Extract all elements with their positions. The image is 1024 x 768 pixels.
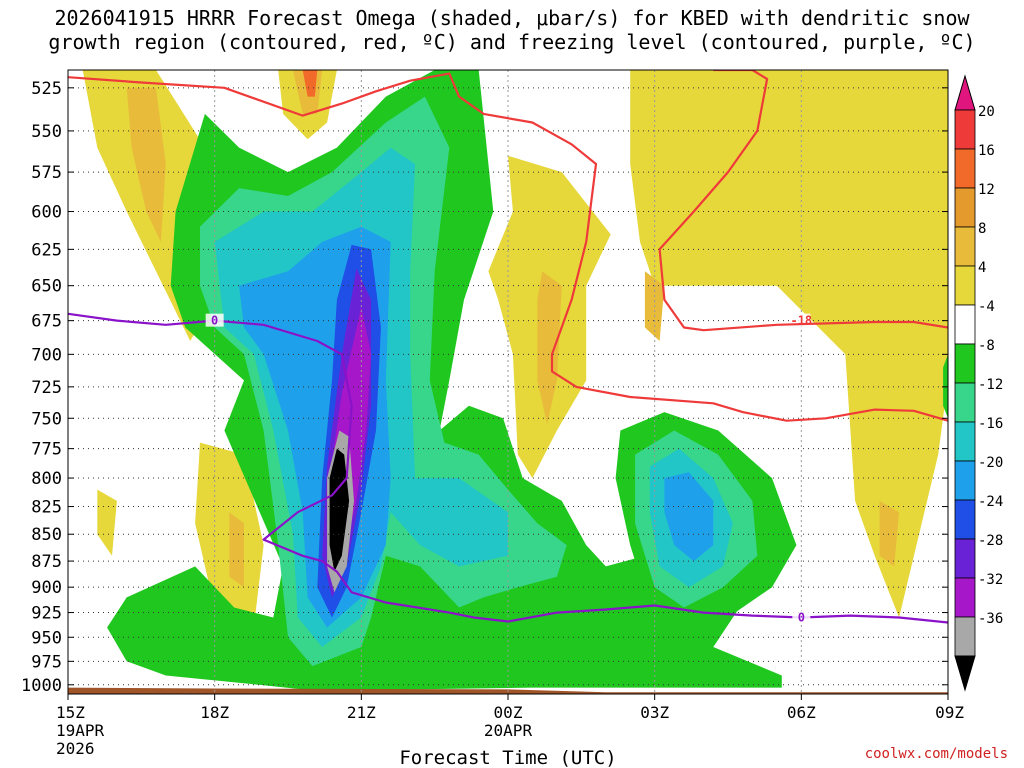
- colorbar-box: [954, 616, 976, 657]
- y-tick-label: 700: [31, 345, 62, 365]
- omega-region-25: [664, 472, 714, 562]
- x-tick-label: 15Z: [56, 703, 85, 722]
- omega-region-6: [537, 271, 562, 425]
- colorbar-label: -28: [978, 533, 1003, 549]
- y-tick-label: 575: [31, 163, 62, 183]
- colorbar-label: 4: [978, 260, 986, 276]
- colorbar-top-arrow: [954, 74, 976, 111]
- omega-region-10: [97, 489, 117, 556]
- y-tick-label: 725: [31, 378, 62, 398]
- omega-region-7: [630, 70, 948, 618]
- x-tick-label: 18Z: [200, 703, 229, 722]
- y-tick-label: 875: [31, 552, 62, 572]
- contour-line-1: [658, 70, 948, 332]
- colorbar-box: [954, 382, 976, 423]
- y-tick-label: 825: [31, 498, 62, 518]
- x-axis-label: Forecast Time (UTC): [399, 747, 616, 768]
- y-tick-label: 600: [31, 203, 62, 223]
- y-tick-label: 1000: [21, 676, 62, 696]
- colorbar-box: [954, 421, 976, 462]
- colorbar-label: -32: [978, 572, 1003, 588]
- colorbar-label: -4: [978, 299, 995, 315]
- colorbar-box: [954, 343, 976, 384]
- contour-line-0: [68, 72, 948, 422]
- colorbar-box: [954, 460, 976, 501]
- colorbar-label: 20: [978, 104, 995, 120]
- colorbar-label: -8: [978, 338, 995, 354]
- chart-title: 2026041915 HRRR Forecast Omega (shaded, …: [0, 6, 1024, 54]
- omega-region-12: [229, 512, 244, 588]
- contour-label: 0: [211, 314, 218, 328]
- y-tick-label: 775: [31, 440, 62, 460]
- colorbar-box: [954, 265, 976, 306]
- omega-region-26: [943, 354, 948, 419]
- colorbar-label: 12: [978, 182, 995, 198]
- contour-label: -18: [790, 314, 812, 328]
- y-tick-label: 650: [31, 277, 62, 297]
- y-tick-label: 925: [31, 604, 62, 624]
- y-tick-label: 675: [31, 312, 62, 332]
- y-tick-label: 750: [31, 409, 62, 429]
- contour-label-bg: [205, 313, 224, 327]
- y-tick-label: 975: [31, 652, 62, 672]
- omega-region-4: [302, 70, 318, 97]
- colorbar-box: [954, 226, 976, 267]
- colorbar-box: [954, 148, 976, 189]
- colorbar-box: [954, 304, 976, 345]
- contour-label: 0: [798, 611, 805, 625]
- contour-line-2: [68, 312, 948, 624]
- y-tick-label: 625: [31, 240, 62, 260]
- colorbar-box: [954, 109, 976, 150]
- colorbar-box: [954, 538, 976, 579]
- colorbar-label: 8: [978, 221, 986, 237]
- pressure-axis: 525 550 575 600 625 650 675 700 725 750 775 800 825 8…: [21, 79, 948, 696]
- x-tick-sublabel: 2026: [56, 739, 95, 758]
- credit-text: coolwx.com/models: [864, 746, 1008, 762]
- chart-title-line1: 2026041915 HRRR Forecast Omega (shaded, …: [54, 6, 970, 30]
- grid-lines: [68, 70, 948, 694]
- y-tick-label: 950: [31, 628, 62, 648]
- omega-shading: [82, 70, 948, 690]
- x-tick-label: 00Z: [494, 703, 523, 722]
- y-tick-label: 800: [31, 469, 62, 489]
- colorbar-box: [954, 577, 976, 618]
- y-tick-label: 550: [31, 122, 62, 142]
- x-tick-label: 06Z: [787, 703, 816, 722]
- colorbar-label: -12: [978, 377, 1003, 393]
- x-tick-label: 03Z: [640, 703, 669, 722]
- contour-label-bg: [792, 610, 811, 624]
- colorbar-label: -16: [978, 416, 1003, 432]
- colorbar-bottom-arrow: [954, 655, 976, 692]
- x-tick-sublabel: 19APR: [56, 721, 105, 740]
- colorbar-label: 16: [978, 143, 995, 159]
- colorbar-label: -20: [978, 455, 1003, 471]
- colorbar-box: [954, 187, 976, 228]
- colorbar: 20 16 12 8 4 -4 -8 -12 -16 -20 -24 -28 -32 -36: [954, 74, 1003, 692]
- chart-title-line2: growth region (contoured, red, ºC) and f…: [48, 30, 976, 54]
- colorbar-label: -36: [978, 611, 1003, 627]
- y-tick-label: 900: [31, 578, 62, 598]
- x-tick-label: 21Z: [347, 703, 376, 722]
- y-tick-label: 850: [31, 525, 62, 545]
- colorbar-box: [954, 499, 976, 540]
- x-tick-sublabel: 20APR: [484, 721, 533, 740]
- x-tick-label: 09Z: [935, 703, 964, 722]
- colorbar-label: -24: [978, 494, 1003, 510]
- contour-lines: -18 0 0: [68, 70, 948, 625]
- omega-region-1: [126, 87, 166, 242]
- y-tick-label: 525: [31, 79, 62, 99]
- omega-region-9: [879, 500, 900, 567]
